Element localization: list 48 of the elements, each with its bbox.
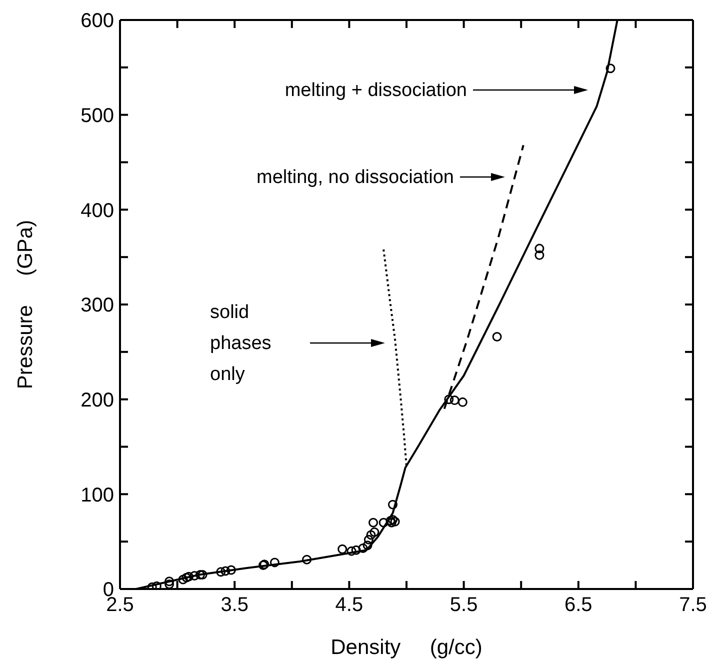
- point: [351, 545, 361, 555]
- point: [164, 580, 174, 589]
- point: [195, 570, 205, 580]
- y-tick-label: 400: [80, 200, 114, 222]
- x-tick-label: 6.5: [564, 594, 592, 616]
- point: [378, 518, 388, 528]
- point: [450, 396, 460, 406]
- x-tick-label: 3.5: [220, 594, 249, 616]
- point: [458, 397, 468, 407]
- point: [534, 244, 544, 254]
- annotation: melting + dissociation: [284, 80, 467, 100]
- y-axis-title: Pressure (GPa): [14, 220, 37, 390]
- point: [226, 565, 236, 575]
- point: [362, 540, 372, 550]
- point: [164, 576, 174, 586]
- point: [178, 574, 188, 584]
- point: [338, 544, 348, 554]
- line-series: [382, 248, 408, 468]
- x-tick-label: 5.5: [450, 594, 478, 616]
- x-tick-label: 4.5: [335, 594, 364, 616]
- point: [220, 566, 230, 576]
- x-tick-label: 7.5: [679, 594, 707, 616]
- y-tick-label: 500: [80, 104, 114, 127]
- point: [370, 527, 380, 537]
- point: [444, 394, 454, 404]
- point: [534, 250, 544, 260]
- point: [190, 570, 200, 580]
- point: [492, 332, 502, 342]
- point: [364, 534, 374, 544]
- point: [358, 543, 368, 553]
- y-tick-label: 300: [80, 294, 114, 317]
- x-axis-title: Density (g/cc): [330, 636, 482, 659]
- y-tick-label: 600: [80, 10, 114, 32]
- point: [198, 570, 208, 580]
- y-tick-label: 100: [80, 484, 114, 506]
- point: [366, 530, 376, 540]
- point: [216, 567, 226, 577]
- point: [182, 572, 192, 582]
- y-tick-label: 200: [80, 389, 114, 412]
- point: [388, 500, 398, 510]
- annotation: solid phases only: [210, 302, 272, 384]
- point: [302, 554, 312, 564]
- point: [390, 516, 400, 526]
- point: [368, 518, 378, 528]
- point: [606, 64, 616, 74]
- point: [346, 546, 356, 556]
- annotation: melting, no dissociation: [256, 166, 454, 188]
- point: [270, 558, 280, 568]
